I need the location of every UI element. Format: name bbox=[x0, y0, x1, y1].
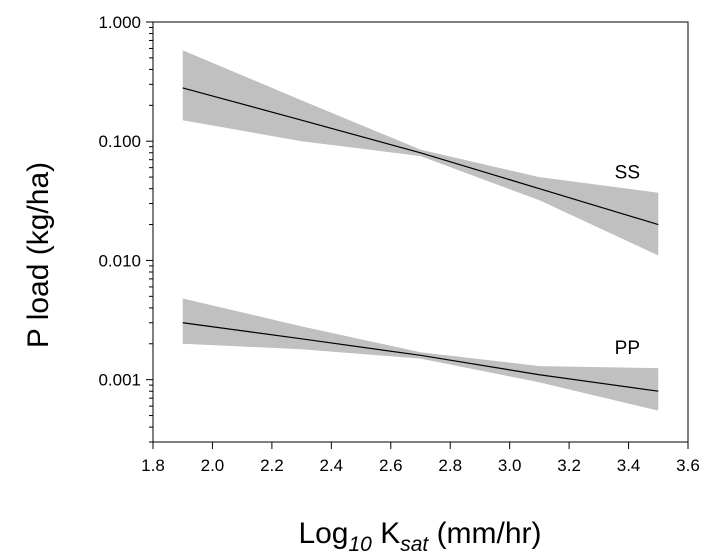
x-axis-title-suffix: (mm/hr) bbox=[428, 517, 541, 550]
y-tick-label: 0.010 bbox=[98, 251, 141, 270]
confidence-bands bbox=[182, 50, 659, 411]
x-tick-label: 2.8 bbox=[438, 456, 462, 475]
series-labels: SS PP bbox=[615, 163, 640, 359]
y-tick-label: 1.000 bbox=[98, 13, 141, 32]
x-tick-label: 2.4 bbox=[320, 456, 344, 475]
x-tick-label: 3.4 bbox=[617, 456, 641, 475]
x-tick-label: 3.0 bbox=[498, 456, 522, 475]
x-axis-title-sub1: 10 bbox=[349, 533, 373, 556]
x-tick-label: 1.8 bbox=[141, 456, 165, 475]
x-tick-label: 2.0 bbox=[201, 456, 225, 475]
x-axis-title-prefix: Log bbox=[298, 517, 348, 550]
x-axis-title-sub2: sat bbox=[400, 533, 429, 556]
x-tick-label: 3.2 bbox=[557, 456, 581, 475]
x-tick-label: 3.6 bbox=[676, 456, 700, 475]
x-axis-title: Log10 Ksat (mm/hr) bbox=[298, 517, 541, 556]
y-tick-label: 0.100 bbox=[98, 132, 141, 151]
axis-ticks: 1.8 2.0 2.2 2.4 2.6 2.8 3.0 3.2 3.4 3.6 0.001 0.010… bbox=[98, 13, 699, 475]
plot-frame bbox=[152, 21, 689, 443]
series-line-ss bbox=[182, 87, 659, 226]
series-lines bbox=[182, 87, 659, 392]
y-axis-title: P load (kg/ha) bbox=[22, 162, 55, 348]
y-tick-label: 0.001 bbox=[98, 371, 141, 390]
x-axis-title-mid: K bbox=[372, 517, 400, 550]
x-tick-label: 2.2 bbox=[260, 456, 284, 475]
x-tick-label: 2.6 bbox=[379, 456, 403, 475]
series-label-pp: PP bbox=[615, 338, 640, 359]
series-label-ss: SS bbox=[615, 163, 640, 184]
confidence-band-pp bbox=[182, 298, 659, 411]
series-line-pp bbox=[182, 322, 659, 392]
